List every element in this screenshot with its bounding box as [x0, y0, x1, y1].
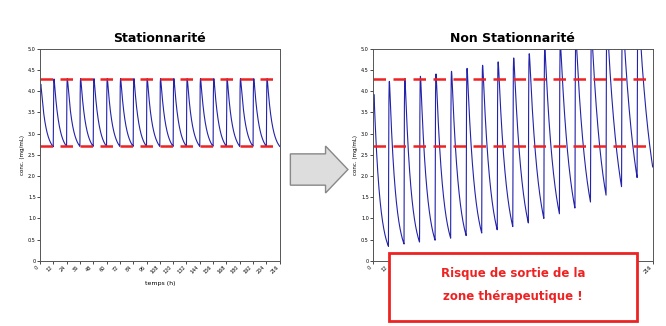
- Title: Non Stationnarité: Non Stationnarité: [450, 32, 575, 45]
- Text: Risque de sortie de la
zone thérapeutique !: Risque de sortie de la zone thérapeutiqu…: [441, 267, 585, 304]
- X-axis label: temps (h): temps (h): [145, 281, 175, 286]
- FancyArrow shape: [290, 146, 348, 193]
- Title: Stationnarité: Stationnarité: [113, 32, 206, 45]
- Y-axis label: conc. (mg/mL): conc. (mg/mL): [353, 135, 358, 175]
- FancyBboxPatch shape: [389, 253, 637, 320]
- X-axis label: temps (h): temps (h): [498, 281, 528, 286]
- Y-axis label: conc. (mg/mL): conc. (mg/mL): [20, 135, 25, 175]
